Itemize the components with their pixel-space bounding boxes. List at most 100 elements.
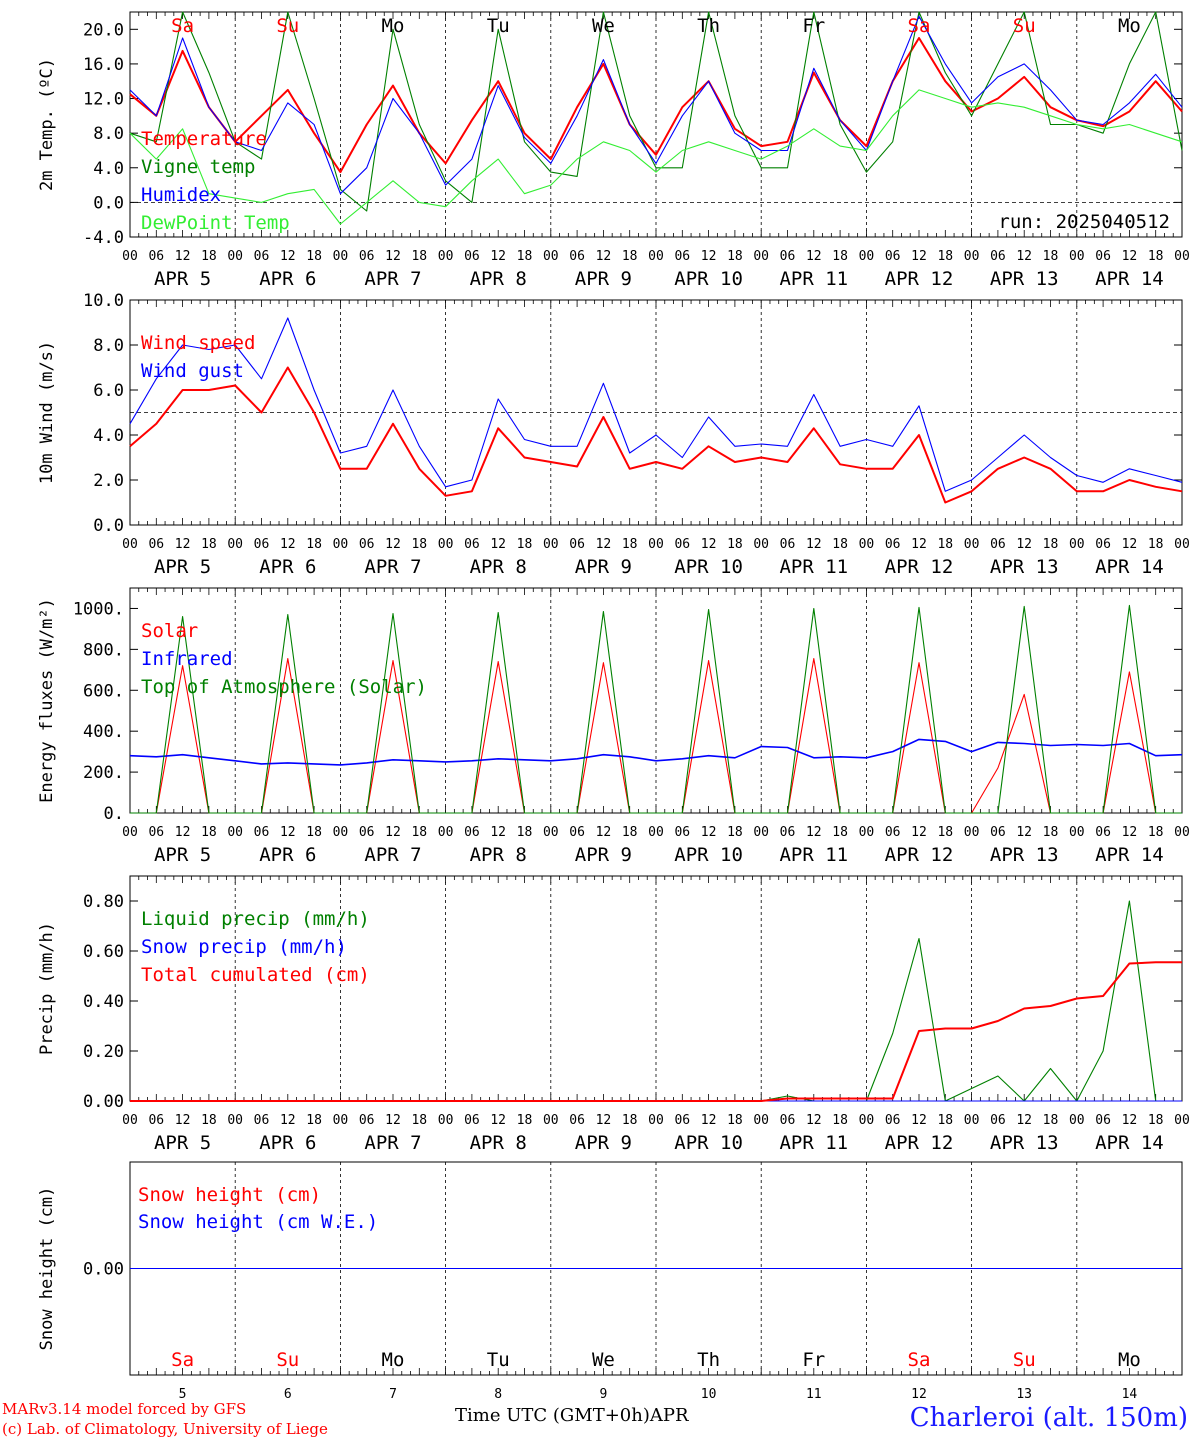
y-tick-label: 0.60 (83, 942, 124, 962)
hour-tick-label: 00 (1069, 825, 1085, 840)
legend-entry: DewPoint Temp (141, 212, 290, 234)
hour-tick-label: 06 (990, 825, 1006, 840)
date-label: APR 7 (364, 844, 421, 866)
y-tick-label: 6.0 (93, 381, 124, 401)
y-axis-label: 2m Temp. (ºC) (37, 58, 57, 191)
hour-tick-label: 06 (359, 825, 375, 840)
hour-tick-label: 00 (227, 1113, 243, 1128)
day-name-top: Mo (382, 15, 405, 37)
hour-tick-label: 00 (753, 249, 769, 264)
legend-entry: Wind speed (141, 332, 255, 354)
lab-credit: (c) Lab. of Climatology, University of L… (2, 1420, 328, 1438)
y-tick-label: 8.0 (93, 336, 124, 356)
hour-tick-label: 00 (1069, 249, 1085, 264)
hour-tick-label: 06 (254, 825, 270, 840)
day-name-top: Su (276, 15, 299, 37)
panel-5 (129, 1161, 1183, 1376)
panel-3 (129, 587, 1183, 814)
date-label: APR 5 (154, 556, 211, 578)
day-name-top: Sa (171, 15, 194, 37)
hour-tick-label: 12 (911, 825, 927, 840)
hour-tick-label: 00 (753, 1113, 769, 1128)
hour-tick-label: 00 (122, 249, 138, 264)
hour-tick-label: 12 (385, 825, 401, 840)
hour-tick-label: 00 (122, 537, 138, 552)
hour-tick-label: 18 (1043, 537, 1059, 552)
hour-tick-label: 00 (964, 537, 980, 552)
day-name-bottom: Su (276, 1349, 299, 1371)
hour-tick-label: 12 (175, 825, 191, 840)
hour-tick-label: 06 (885, 1113, 901, 1128)
hour-tick-label: 12 (1122, 1113, 1138, 1128)
hour-tick-label: 18 (517, 825, 533, 840)
hour-tick-label: 12 (280, 249, 296, 264)
date-label: APR 13 (990, 268, 1059, 290)
hour-tick-label: 06 (1095, 537, 1111, 552)
day-name-top: Tu (487, 15, 510, 37)
hour-tick-label: 18 (1148, 1113, 1164, 1128)
hour-tick-label: 18 (727, 825, 743, 840)
hour-tick-label: 00 (122, 825, 138, 840)
hour-tick-label: 06 (569, 537, 585, 552)
day-number: 13 (1016, 1387, 1032, 1402)
date-label: APR 14 (1095, 844, 1164, 866)
legend-entry: Wind gust (141, 360, 244, 382)
hour-tick-label: 12 (596, 249, 612, 264)
run-annotation: run: 2025040512 (998, 211, 1170, 233)
date-label: APR 7 (364, 268, 421, 290)
hour-tick-label: 12 (596, 1113, 612, 1128)
y-tick-label: 0.0 (93, 516, 124, 536)
hour-tick-label: 00 (438, 249, 454, 264)
hour-tick-label: 18 (622, 1113, 638, 1128)
hour-tick-label: 18 (1148, 825, 1164, 840)
y-tick-label: 0. (104, 804, 124, 824)
hour-tick-label: 06 (780, 1113, 796, 1128)
hour-tick-label: 18 (1043, 1113, 1059, 1128)
hour-tick-label: 18 (201, 1113, 217, 1128)
hour-tick-label: 00 (227, 537, 243, 552)
y-tick-label: 1000. (73, 599, 124, 619)
day-number: 6 (284, 1387, 292, 1402)
hour-tick-label: 00 (1174, 1113, 1190, 1128)
hour-tick-label: 18 (1043, 825, 1059, 840)
hour-tick-label: 06 (885, 537, 901, 552)
hour-tick-label: 00 (648, 825, 664, 840)
y-tick-label: 20.0 (83, 20, 124, 40)
y-tick-label: 0.0 (93, 193, 124, 213)
date-label: APR 14 (1095, 1132, 1164, 1154)
date-label: APR 6 (259, 844, 316, 866)
date-label: APR 8 (470, 556, 527, 578)
hour-tick-label: 18 (832, 825, 848, 840)
day-name-top: Th (697, 15, 720, 37)
x-axis-title-text: Time UTC (GMT+0h) (455, 1405, 650, 1426)
date-label: APR 9 (575, 556, 632, 578)
date-label: APR 11 (779, 268, 848, 290)
hour-tick-label: 06 (148, 825, 164, 840)
date-label: APR 6 (259, 268, 316, 290)
y-tick-label: 10.0 (83, 291, 124, 311)
date-label: APR 9 (575, 844, 632, 866)
hour-tick-label: 00 (859, 249, 875, 264)
hour-tick-label: 12 (911, 537, 927, 552)
date-label: APR 12 (885, 268, 954, 290)
hour-tick-label: 18 (1043, 249, 1059, 264)
panel-frame (129, 587, 1183, 814)
date-label: APR 12 (885, 1132, 954, 1154)
hour-tick-label: 12 (701, 537, 717, 552)
series-line (130, 961, 1182, 1102)
day-number: 7 (389, 1387, 397, 1402)
date-label: APR 10 (674, 556, 743, 578)
hour-tick-label: 18 (1148, 537, 1164, 552)
legend-entry: Snow height (cm) (138, 1184, 321, 1206)
hour-tick-label: 00 (227, 249, 243, 264)
y-tick-label: 200. (83, 763, 124, 783)
date-label: APR 11 (779, 556, 848, 578)
day-name-top: We (592, 15, 615, 37)
legend-entry: Snow precip (mm/h) (141, 936, 347, 958)
hour-tick-label: 18 (937, 249, 953, 264)
hour-tick-label: 00 (1174, 537, 1190, 552)
hour-tick-label: 00 (438, 537, 454, 552)
hour-tick-label: 06 (885, 825, 901, 840)
hour-tick-label: 00 (543, 1113, 559, 1128)
y-tick-label: 2.0 (93, 471, 124, 491)
